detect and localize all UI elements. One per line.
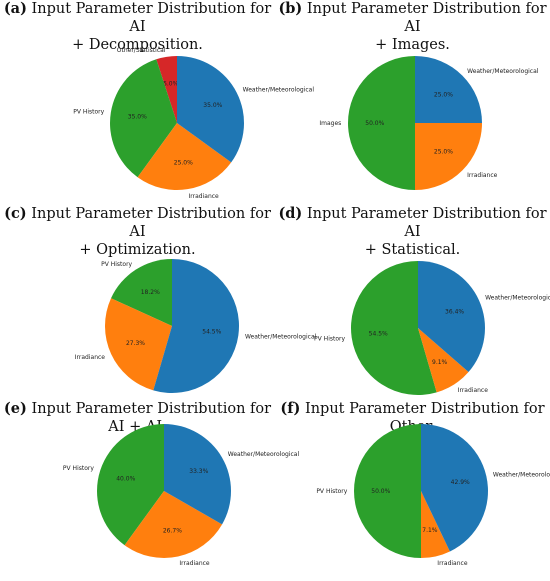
pie-category-label: Irradiance: [467, 172, 498, 179]
pie-percent-label: 50.0%: [371, 488, 390, 495]
panel-d: (d) Input Parameter Distribution for AI …: [275, 205, 550, 395]
pie-percent-label: 25.0%: [174, 160, 193, 167]
title-line1: Input Parameter Distribution for AI: [26, 206, 271, 240]
panel-title: (e) Input Parameter Distribution for AI …: [0, 400, 275, 436]
pie-chart-b: 50.0% Images 25.0% Irradiance 25.0% Weather/M…: [319, 56, 539, 190]
pie-percent-label: 40.0%: [116, 476, 135, 483]
pie-chart-e: 40.0% PV History 26.7% Irradiance 33.3% Weath…: [63, 424, 299, 567]
panel-title: (c) Input Parameter Distribution for AI …: [0, 205, 275, 259]
pie-slice-irradiance: [415, 123, 482, 190]
pie-category-label: Weather/Meteorological: [485, 294, 550, 301]
pie-category-label: Other/Statistical: [117, 47, 166, 54]
pie-slice-pv-history: [110, 59, 177, 178]
panel-f: (f) Input Parameter Distribution for Oth…: [275, 400, 550, 581]
pie-slice-pv-history: [97, 424, 164, 546]
pie-slice-weather-meteorological: [153, 259, 240, 393]
pie-percent-label: 9.1%: [432, 359, 448, 366]
pie-slice-irradiance: [137, 123, 232, 190]
panel-c: (c) Input Parameter Distribution for AI …: [0, 205, 317, 395]
pie-slice-irradiance: [421, 491, 450, 558]
title-prefix: (f): [280, 400, 301, 417]
pie-percent-label: 54.5%: [369, 331, 388, 338]
title-line1: Input Parameter Distribution for AI: [302, 206, 547, 240]
panel-title: (d) Input Parameter Distribution for AI …: [275, 205, 550, 259]
pie-slice-pv-history: [350, 261, 437, 395]
pie-category-label: Irradiance: [189, 193, 220, 200]
pie-category-label: Weather/Meteorological: [243, 87, 315, 94]
pie-category-label: PV History: [63, 465, 94, 472]
pie-category-label: Irradiance: [437, 560, 468, 567]
pie-percent-label: 25.0%: [434, 92, 453, 99]
pie-percent-label: 26.7%: [163, 527, 182, 534]
pie-percent-label: 5.0%: [163, 80, 179, 87]
pie-category-label: PV History: [314, 335, 345, 342]
title-prefix: (a): [3, 0, 27, 17]
pie-category-label: Irradiance: [458, 387, 489, 394]
pie-slice-irradiance: [418, 328, 469, 393]
pie-percent-label: 50.0%: [365, 120, 384, 127]
panel-a: (a) Input Parameter Distribution for AI …: [0, 0, 315, 200]
pie-percent-label: 7.1%: [422, 527, 438, 534]
pie-percent-label: 35.0%: [128, 114, 147, 121]
pie-category-label: Irradiance: [75, 354, 106, 361]
panel-e: (e) Input Parameter Distribution for AI …: [0, 400, 300, 581]
title-line1: Input Parameter Distribution for AI: [26, 1, 272, 35]
pie-percent-label: 42.9%: [451, 479, 470, 486]
pie-slice-weather-meteorological: [177, 56, 244, 163]
pie-category-label: Weather/Meteorological: [245, 333, 317, 340]
pie-slice-weather-meteorological: [164, 424, 231, 525]
panel-title: (b) Input Parameter Distribution for AI …: [275, 0, 550, 54]
pie-category-label: Irradiance: [179, 560, 210, 567]
pie-percent-label: 35.0%: [203, 102, 222, 109]
title-line1: Input Parameter Distribution for AI + AI…: [26, 401, 272, 435]
pie-slice-weather-meteorological: [421, 424, 488, 552]
pie-slice-pv-history: [354, 424, 421, 558]
title-prefix: (e): [3, 400, 27, 417]
title-line2: + Images.: [375, 37, 450, 53]
title-prefix: (c): [4, 205, 27, 222]
pie-chart-a: 5.0% Other/Statistical 35.0% PV History 25.0…: [73, 47, 314, 200]
pie-category-label: Weather/Meteorological: [467, 68, 539, 75]
title-prefix: (b): [278, 0, 303, 17]
pie-category-label: Weather/Meteorological: [228, 451, 300, 458]
title-line2: + Statistical.: [364, 242, 461, 258]
pie-slice-images: [348, 56, 415, 190]
pie-percent-label: 54.5%: [202, 329, 221, 336]
pie-percent-label: 18.2%: [141, 289, 160, 296]
title-line1: Input Parameter Distribution for AI: [302, 1, 547, 35]
pie-category-label: PV History: [101, 261, 132, 268]
pie-category-label: PV History: [316, 488, 347, 495]
pie-slice-weather-meteorological: [415, 56, 482, 123]
pie-slice-other-statistical: [156, 56, 177, 123]
title-line2: + Optimization.: [79, 242, 196, 258]
pie-percent-label: 27.3%: [126, 340, 145, 347]
pie-chart-f: 50.0% PV History 7.1% Irradiance 42.9% Weathe…: [316, 424, 550, 567]
pie-category-label: Images: [319, 120, 341, 127]
pie-percent-label: 25.0%: [434, 148, 453, 155]
pie-chart-c: 18.2% PV History 27.3% Irradiance 54.5% Weath…: [75, 259, 317, 393]
pie-slice-irradiance: [124, 491, 223, 558]
pie-chart-d: 54.5% PV History 9.1% Irradiance 36.4% Weathe…: [314, 261, 550, 395]
pie-percent-label: 36.4%: [445, 308, 464, 315]
pie-category-label: Weather/Meteorological: [493, 472, 550, 479]
pie-percent-label: 33.3%: [189, 468, 208, 475]
title-line2: + Decomposition.: [72, 37, 203, 53]
panel-title: (a) Input Parameter Distribution for AI …: [0, 0, 275, 54]
pie-slice-irradiance: [104, 298, 172, 391]
pie-slice-pv-history: [111, 259, 172, 326]
pie-category-label: PV History: [73, 108, 104, 115]
pie-slice-weather-meteorological: [418, 261, 485, 372]
panel-b: (b) Input Parameter Distribution for AI …: [275, 0, 550, 200]
title-prefix: (d): [278, 205, 303, 222]
